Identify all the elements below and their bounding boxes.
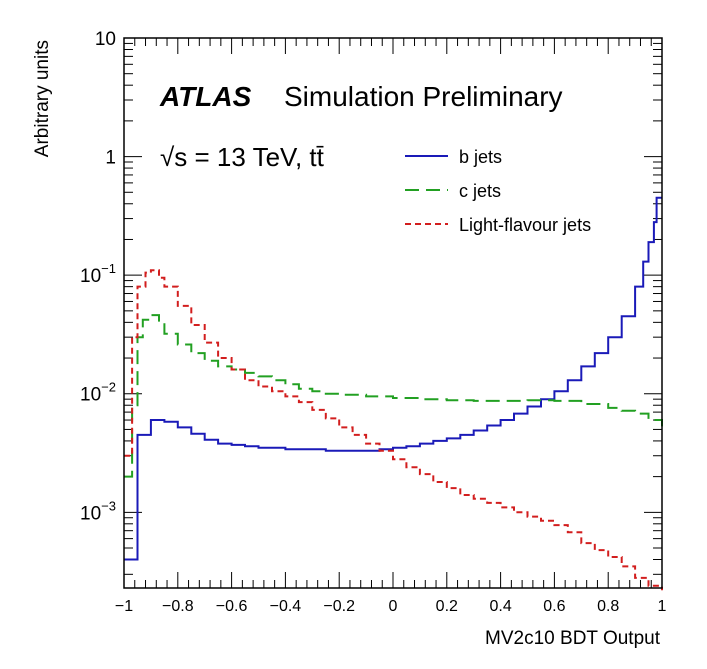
x-tick-label: 0.2: [436, 598, 458, 615]
x-tick-label: 0: [389, 598, 398, 615]
x-tick-label: 0.6: [543, 598, 565, 615]
experiment-label: ATLAS: [159, 81, 252, 112]
energy-label: √s = 13 TeV, tt̄: [160, 142, 325, 172]
x-tick-label: −0.6: [216, 598, 248, 615]
x-tick-label: −0.2: [323, 598, 355, 615]
y-axis-title: Arbitrary units: [32, 40, 53, 157]
series-layer: [124, 196, 663, 591]
series-line-b-jets: [124, 196, 662, 561]
legend-label-light-jets: Light-flavour jets: [459, 215, 591, 235]
y-tick-label: 10−1: [80, 261, 116, 287]
y-tick-label: 10−2: [80, 380, 116, 406]
x-tick-label: −0.8: [162, 598, 194, 615]
y-tick-label: 10: [95, 29, 116, 50]
series-line-light-flavour-jets: [124, 269, 663, 591]
status-label: Simulation Preliminary: [284, 81, 563, 112]
x-tick-label: 0.8: [597, 598, 619, 615]
x-tick-labels: −1 −0.8 −0.6 −0.4 −0.2 0 0.2 0.4 0.6 0.8 1: [115, 598, 667, 615]
x-tick-label: 1: [658, 598, 667, 615]
y-tick-label: 1: [105, 148, 116, 169]
x-axis-title: MV2c10 BDT Output: [485, 628, 661, 649]
tick-marks: [123, 37, 663, 588]
y-tick-label: 10−3: [80, 498, 116, 524]
y-tick-labels: 10 1 10−1 10−2 10−3: [80, 29, 116, 524]
x-tick-label: 0.4: [489, 598, 511, 615]
series-line-c-jets: [124, 314, 663, 478]
x-tick-label: −1: [115, 598, 133, 615]
legend-label-b-jets: b jets: [459, 147, 502, 167]
plot-frame: [123, 37, 663, 589]
legend-label-c-jets: c jets: [459, 181, 501, 201]
legend: b jets c jets Light-flavour jets: [405, 147, 591, 235]
x-tick-label: −0.4: [270, 598, 302, 615]
